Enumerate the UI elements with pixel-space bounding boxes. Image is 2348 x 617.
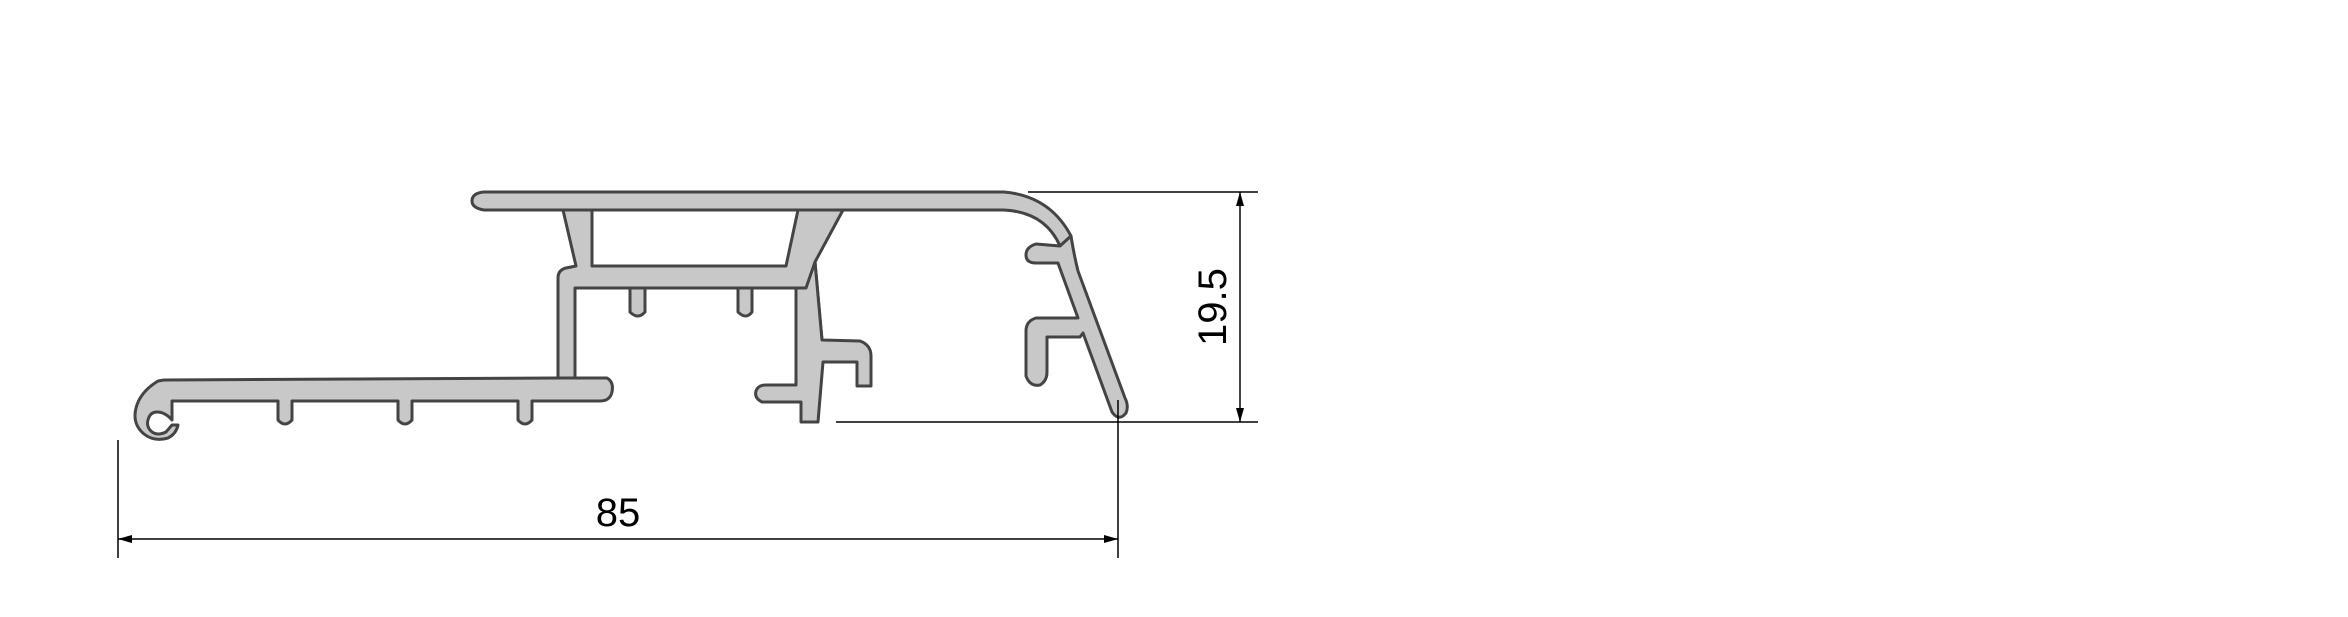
- right-web: [754, 260, 873, 424]
- extruded-profile: [133, 190, 1129, 441]
- dimension-width: [117, 400, 1119, 558]
- height-label: 19.5: [1191, 268, 1235, 346]
- top-flange: [470, 190, 1073, 248]
- dimension-height: [836, 191, 1258, 423]
- bottom-flange: [133, 376, 614, 441]
- width-label: 85: [596, 491, 641, 535]
- fin-right: [736, 286, 754, 318]
- fin-left: [628, 286, 647, 318]
- right-hook: [1024, 234, 1129, 419]
